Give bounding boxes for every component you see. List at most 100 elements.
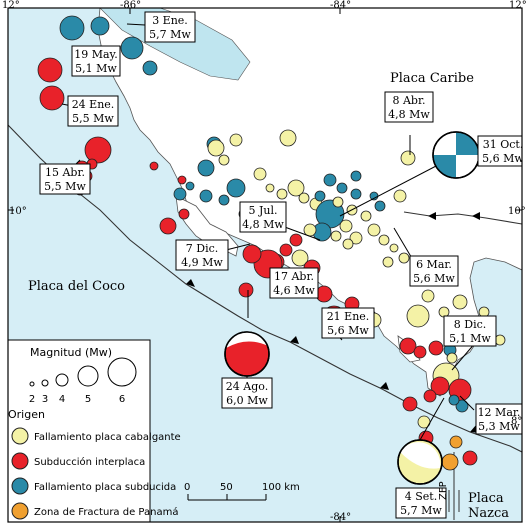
beachball-31-oct bbox=[432, 131, 480, 179]
legend-mag-circle bbox=[29, 381, 35, 387]
epicenter-blue bbox=[455, 399, 469, 413]
beachball-24-ago bbox=[224, 331, 270, 377]
legend-mag-value: 6 bbox=[119, 394, 125, 405]
epicenter-yellow bbox=[382, 256, 394, 268]
event-magnitude: 4,8 Mw bbox=[242, 218, 284, 231]
legend-mag-circle bbox=[77, 365, 99, 387]
epicenter-yellow bbox=[253, 167, 267, 181]
epicenter-blue bbox=[59, 15, 85, 41]
axis-label-bottom-lon-84: -84° bbox=[330, 512, 351, 523]
epicenter-yellow bbox=[393, 189, 407, 203]
axis-label-top-right-lat: 12° bbox=[509, 0, 527, 11]
deformed-belt-line bbox=[403, 211, 522, 225]
epicenter-blue bbox=[448, 394, 460, 406]
epicenter-blue bbox=[323, 173, 337, 187]
epicenter-blue bbox=[90, 16, 110, 36]
event-date: 24 Ene. bbox=[72, 98, 115, 111]
event-magnitude: 5,1 Mw bbox=[75, 62, 117, 75]
epicenter-red bbox=[402, 396, 418, 412]
event-magnitude: 4,9 Mw bbox=[181, 256, 223, 269]
epicenter-blue bbox=[197, 159, 215, 177]
event-magnitude: 5,6 Mw bbox=[413, 272, 455, 285]
event-date: 8 Abr. bbox=[392, 94, 425, 107]
event-date: 12 Mar. bbox=[478, 406, 521, 419]
event-magnitude: 5,6 Mw bbox=[482, 152, 524, 165]
epicenter-yellow bbox=[400, 150, 416, 166]
event-date: 19 May. bbox=[74, 48, 118, 61]
legend-origin-label: Fallamiento placa subducida bbox=[34, 482, 176, 493]
legend-origin-label: Fallamiento placa cabalgante bbox=[34, 432, 181, 443]
epicenter-red bbox=[37, 57, 63, 83]
epicenter-red bbox=[430, 376, 450, 396]
epicenter-yellow bbox=[389, 243, 399, 253]
epicenter-blue bbox=[350, 170, 362, 182]
epicenter-blue bbox=[142, 60, 158, 76]
scale-bar: 0 50 100 km bbox=[184, 482, 300, 501]
event-label-8: 6 Mar.5,6 Mw bbox=[409, 255, 459, 287]
epicenter-blue bbox=[218, 194, 230, 206]
legend-origin-title: Origen bbox=[8, 408, 45, 421]
epicenter-yellow bbox=[349, 231, 363, 245]
epicenter-yellow bbox=[229, 133, 243, 147]
event-label-14: 4 Set.5,7 Mw bbox=[395, 487, 447, 519]
event-label-6: 5 Jul.4,8 Mw bbox=[239, 201, 287, 233]
epicenter-yellow bbox=[279, 129, 297, 147]
beachball-4-set bbox=[397, 439, 443, 485]
epicenter-blue bbox=[336, 182, 348, 194]
axis-label-top-left-lat: 12° bbox=[2, 0, 20, 11]
legend-origin-swatch bbox=[11, 452, 29, 470]
event-date: 15 Abr. bbox=[45, 166, 85, 179]
epicenter-red bbox=[423, 389, 437, 403]
epicenter-red bbox=[149, 161, 159, 171]
epicenter-yellow bbox=[452, 294, 468, 310]
plate-nazca-label-1: Placa bbox=[468, 491, 504, 506]
event-magnitude: 5,7 Mw bbox=[400, 504, 442, 517]
epicenter-red bbox=[178, 208, 190, 220]
epicenter-yellow bbox=[330, 230, 342, 242]
epicenter-orange bbox=[449, 435, 463, 449]
epicenter-yellow bbox=[378, 234, 390, 246]
epicenter-blue bbox=[173, 187, 187, 201]
epicenter-red bbox=[462, 450, 478, 466]
epicenter-red bbox=[289, 233, 303, 247]
epicenter-yellow bbox=[291, 249, 309, 267]
epicenter-red bbox=[238, 282, 254, 298]
event-magnitude: 5,5 Mw bbox=[72, 112, 114, 125]
axis-label-right-10: 10° bbox=[508, 206, 526, 217]
plate-coco-label: Placa del Coco bbox=[28, 279, 125, 294]
epicenter-yellow bbox=[398, 252, 410, 264]
legend-mag-title: Magnitud (Mw) bbox=[30, 346, 112, 359]
scale-tick-0: 0 bbox=[184, 482, 190, 493]
axis-label-top-lon-84: -84° bbox=[330, 0, 351, 11]
epicenter-red bbox=[177, 175, 187, 185]
scale-tick-100: 100 km bbox=[262, 482, 300, 493]
epicenter-red bbox=[39, 85, 65, 111]
epicenter-yellow bbox=[339, 219, 353, 233]
epicenter-blue bbox=[374, 200, 386, 212]
epicenter-blue bbox=[314, 190, 326, 202]
epicenter-blue bbox=[350, 188, 362, 200]
legend-mag-circle bbox=[41, 379, 49, 387]
epicenter-red bbox=[399, 337, 417, 355]
event-label-2: 24 Ene.5,5 Mw bbox=[67, 95, 119, 127]
event-label-1: 19 May.5,1 Mw bbox=[71, 45, 121, 77]
event-date: 17 Abr. bbox=[274, 270, 314, 283]
epicenter-red bbox=[413, 345, 427, 359]
event-date: 8 Dic. bbox=[454, 318, 487, 331]
legend-mag-value: 2 bbox=[29, 394, 35, 405]
event-date: 24 Ago. bbox=[226, 380, 268, 393]
epicenter-yellow bbox=[276, 188, 288, 200]
epicenter-blue bbox=[226, 178, 246, 198]
event-label-11: 8 Dic.5,1 Mw bbox=[443, 315, 497, 347]
epicenter-red bbox=[84, 136, 112, 164]
epicenter-blue bbox=[120, 36, 144, 60]
belt-teeth bbox=[428, 212, 480, 220]
epicenter-yellow bbox=[421, 289, 435, 303]
epicenter-blue bbox=[199, 189, 213, 203]
epicenter-yellow bbox=[342, 238, 354, 250]
epicenter-red bbox=[159, 217, 177, 235]
